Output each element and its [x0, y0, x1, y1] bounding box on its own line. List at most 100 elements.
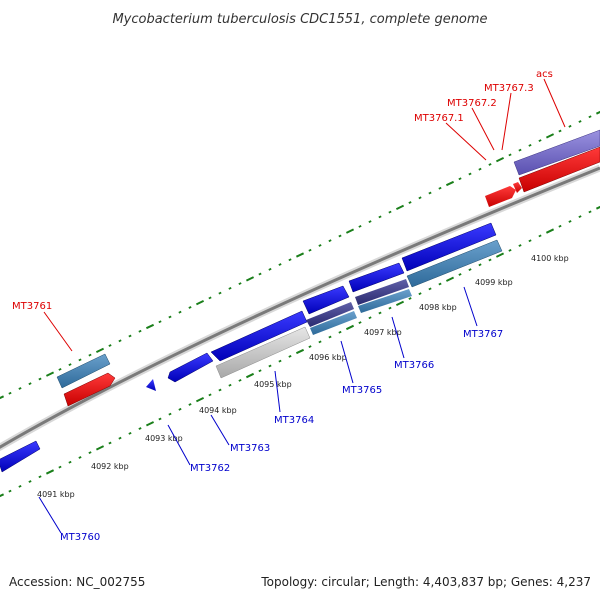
minor-tick [558, 224, 562, 228]
minor-tick [578, 215, 582, 219]
kbp-label: 4094 kbp [199, 406, 237, 415]
gene-features [0, 129, 600, 473]
leader-mt3760 [38, 496, 62, 534]
minor-tick [538, 234, 542, 238]
gene-arrow-mt3766[interactable] [348, 262, 405, 293]
minor-tick [418, 292, 422, 296]
gene-label-mt3760[interactable]: MT3760 [60, 532, 100, 543]
minor-tick [588, 115, 592, 119]
minor-tick [468, 268, 472, 272]
minor-tick [478, 167, 482, 171]
minor-tick [558, 129, 562, 133]
gene-block-mt3767-steel[interactable] [406, 239, 503, 288]
leader-mt3766 [391, 316, 405, 359]
minor-tick [508, 248, 512, 252]
leader-mt3767-2 [471, 107, 495, 151]
minor-tick [438, 186, 442, 190]
minor-tick [268, 364, 272, 368]
major-tick [345, 228, 355, 234]
genome-backbone-line [0, 166, 600, 449]
kbp-label: 4093 kbp [145, 434, 183, 443]
gene-arrow-mt3767[interactable] [401, 222, 497, 272]
gene-arrow-mt3760[interactable] [0, 440, 41, 473]
gene-label-mt3766[interactable]: MT3766 [394, 360, 434, 371]
gene-label-mt3767-3[interactable]: MT3767.3 [484, 83, 534, 94]
minor-tick [78, 358, 82, 362]
minor-tick [228, 383, 232, 387]
genome-summary-text: Topology: circular; Length: 4,403,837 bp… [260, 575, 591, 589]
gene-label-mt3763[interactable]: MT3763 [230, 443, 270, 454]
minor-tick [528, 239, 532, 243]
kbp-label: 4097 kbp [364, 328, 402, 337]
leader-acs [543, 78, 566, 128]
gene-label-mt3764[interactable]: MT3764 [274, 415, 314, 426]
gene-block-mt3766-navy[interactable] [355, 279, 409, 305]
gene-label-mt3761[interactable]: MT3761 [12, 301, 52, 312]
major-tick [145, 323, 155, 330]
gene-arrow-mt3767-2[interactable] [513, 182, 522, 193]
minor-tick [188, 403, 192, 406]
gene-label-acs[interactable]: acs [536, 69, 553, 80]
minor-tick [368, 220, 372, 224]
minor-tick [388, 210, 392, 214]
minor-tick [418, 196, 422, 200]
minor-tick [68, 363, 72, 367]
minor-tick [38, 475, 42, 479]
gene-label-mt3765[interactable]: MT3765 [342, 385, 382, 396]
gene-arrow-mt3767-1[interactable] [485, 186, 516, 207]
minor-tick [358, 224, 362, 228]
minor-tick [8, 489, 12, 493]
minor-tick [378, 311, 382, 315]
minor-tick [308, 345, 312, 349]
major-tick [545, 228, 555, 234]
gene-arrow-acs[interactable] [518, 146, 600, 193]
minor-tick [188, 306, 192, 309]
minor-tick [508, 153, 512, 157]
minor-tick [218, 388, 222, 392]
gene-arrow-mt3761[interactable] [63, 372, 116, 407]
gene-arrow-mt3762[interactable] [146, 379, 156, 391]
gene-arrow-mt3763[interactable] [167, 352, 214, 383]
outer-tick-row [0, 110, 600, 400]
gene-block-mt3761-steel[interactable] [56, 353, 111, 389]
major-tick [245, 276, 255, 282]
gene-arrow-mt3764[interactable] [210, 310, 308, 362]
minor-tick [428, 287, 432, 291]
gene-block-mt3765-steel[interactable] [310, 311, 357, 335]
minor-tick [28, 382, 32, 386]
gene-block-mt3765-navy[interactable] [306, 302, 354, 327]
minor-tick [238, 282, 242, 286]
leader-mt3767-1 [445, 122, 487, 161]
major-tick [245, 372, 255, 379]
minor-tick [28, 480, 32, 483]
genome-backbone [0, 164, 600, 452]
minor-tick [58, 367, 62, 371]
leader-mt3767 [463, 286, 478, 327]
gene-arrow-mt3765[interactable] [302, 285, 350, 315]
minor-tick [288, 354, 292, 358]
minor-tick [488, 258, 492, 262]
minor-tick [228, 286, 232, 290]
minor-tick [308, 248, 312, 252]
gene-label-mt3767[interactable]: MT3767 [463, 329, 503, 340]
gene-block-mt3764-gray[interactable] [215, 326, 311, 379]
gene-label-mt3767-1[interactable]: MT3767.1 [414, 113, 464, 124]
major-tick [45, 469, 55, 475]
minor-tick [328, 239, 332, 243]
minor-tick [88, 451, 92, 455]
leader-mt3764 [274, 370, 281, 413]
minor-tick [128, 334, 132, 338]
major-tick [495, 157, 505, 163]
minor-tick [568, 124, 572, 128]
minor-tick [568, 220, 572, 223]
minor-tick [278, 263, 282, 266]
gene-label-mt3762[interactable]: MT3762 [190, 463, 230, 474]
minor-tick [108, 344, 112, 347]
minor-tick [338, 330, 342, 334]
minor-tick [258, 272, 262, 276]
minor-tick [118, 339, 122, 343]
gene-block-mt3766-steel[interactable] [358, 289, 412, 313]
gene-block-acs-purple[interactable] [513, 129, 600, 176]
gene-label-mt3767-2[interactable]: MT3767.2 [447, 98, 497, 109]
minor-tick [478, 263, 482, 267]
